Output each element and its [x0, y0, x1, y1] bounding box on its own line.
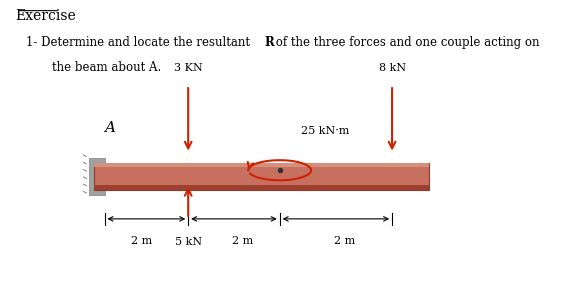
Text: 8 kN: 8 kN	[378, 63, 406, 73]
Text: Exercise: Exercise	[16, 9, 77, 23]
Text: 2 m: 2 m	[131, 236, 151, 246]
Text: of the three forces and one couple acting on: of the three forces and one couple actin…	[272, 36, 539, 50]
Text: the beam about A.: the beam about A.	[52, 61, 161, 74]
Text: A: A	[104, 121, 115, 135]
Text: 2 m: 2 m	[335, 236, 355, 246]
Text: 3 KN: 3 KN	[174, 63, 203, 73]
Text: 1- Determine and locate the resultant: 1- Determine and locate the resultant	[26, 36, 254, 50]
Bar	[94, 163, 429, 167]
Text: 2 m: 2 m	[233, 236, 253, 246]
Text: R: R	[264, 36, 274, 50]
Bar	[94, 185, 429, 190]
Bar	[94, 163, 429, 190]
Bar	[89, 158, 105, 195]
Text: 25 kN·m: 25 kN·m	[301, 126, 349, 136]
Text: 5 kN: 5 kN	[175, 237, 202, 247]
